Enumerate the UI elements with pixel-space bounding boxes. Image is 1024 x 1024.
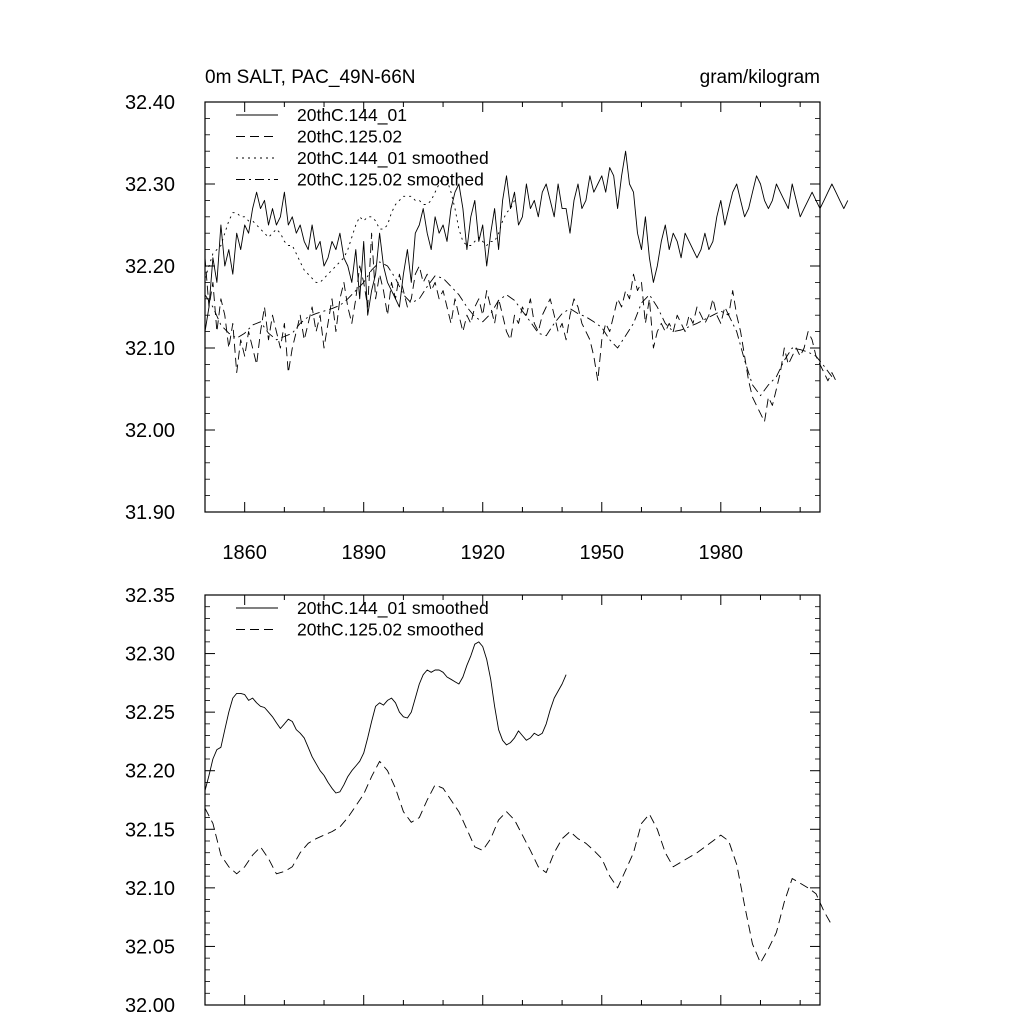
bottom-panel-ticks [204, 594, 820, 1006]
top-panel-plot-frame [204, 101, 821, 513]
bottom-panel: 32.00 32.05 32.10 32.15 32.20 32.25 32.30 32.35… [125, 585, 833, 1017]
y-tick-label: 32.00 [125, 420, 175, 442]
y-tick-label: 32.20 [125, 761, 175, 783]
y-tick-label: 32.05 [125, 936, 175, 958]
legend-label-20thc-125-02: 20thC.125.02 [297, 127, 402, 147]
x-tick-label: 1920 [460, 542, 505, 564]
legend-label-20thc-125-02-smoothed: 20thC.125.02 smoothed [297, 170, 484, 190]
y-tick-label: 32.30 [125, 174, 175, 196]
x-tick-label: 1950 [580, 542, 625, 564]
bottom-panel-y-tick-labels: 32.00 32.05 32.10 32.15 32.20 32.25 32.30 32.35 [125, 585, 175, 1017]
y-tick-label: 32.40 [125, 92, 175, 114]
legend-label-20thc-144-01-smoothed: 20thC.144_01 smoothed [297, 598, 489, 619]
y-tick-label: 32.10 [125, 338, 175, 360]
y-tick-label: 32.25 [125, 702, 175, 724]
y-tick-label: 32.30 [125, 644, 175, 666]
bottom-panel-series [204, 641, 833, 964]
top-panel: 0m SALT, PAC_49N-66N gram/kilogram 31.90… [125, 67, 849, 564]
series-line-20thc-144-01 [204, 150, 849, 332]
series-line-20thc-125-02-smoothed [204, 760, 833, 964]
y-tick-label: 32.20 [125, 256, 175, 278]
series-line-20thc-125-02-smoothed [204, 261, 833, 397]
series-line-20thc-144-01-smoothed [204, 641, 567, 794]
y-tick-label: 31.90 [125, 502, 175, 524]
y-tick-label: 32.35 [125, 585, 175, 607]
y-tick-label: 32.00 [125, 995, 175, 1017]
top-panel-series [204, 150, 849, 423]
x-tick-label: 1860 [222, 542, 267, 564]
top-panel-y-tick-labels: 31.90 32.00 32.10 32.20 32.30 32.40 [125, 92, 175, 524]
legend-label-20thc-125-02-smoothed: 20thC.125.02 smoothed [297, 620, 484, 640]
x-tick-label: 1890 [341, 542, 386, 564]
top-panel-x-tick-labels: 1860 1890 1920 1950 1980 [222, 542, 743, 564]
chart-title: 0m SALT, PAC_49N-66N [205, 67, 416, 88]
legend-label-20thc-144-01: 20thC.144_01 [297, 105, 407, 126]
legend-label-20thc-144-01-smoothed: 20thC.144_01 smoothed [297, 148, 489, 169]
units-label: gram/kilogram [700, 67, 820, 88]
series-line-20thc-125-02 [204, 232, 837, 423]
bottom-panel-plot-frame [204, 594, 821, 1006]
y-tick-label: 32.15 [125, 819, 175, 841]
x-tick-label: 1980 [699, 542, 744, 564]
y-tick-label: 32.10 [125, 878, 175, 900]
